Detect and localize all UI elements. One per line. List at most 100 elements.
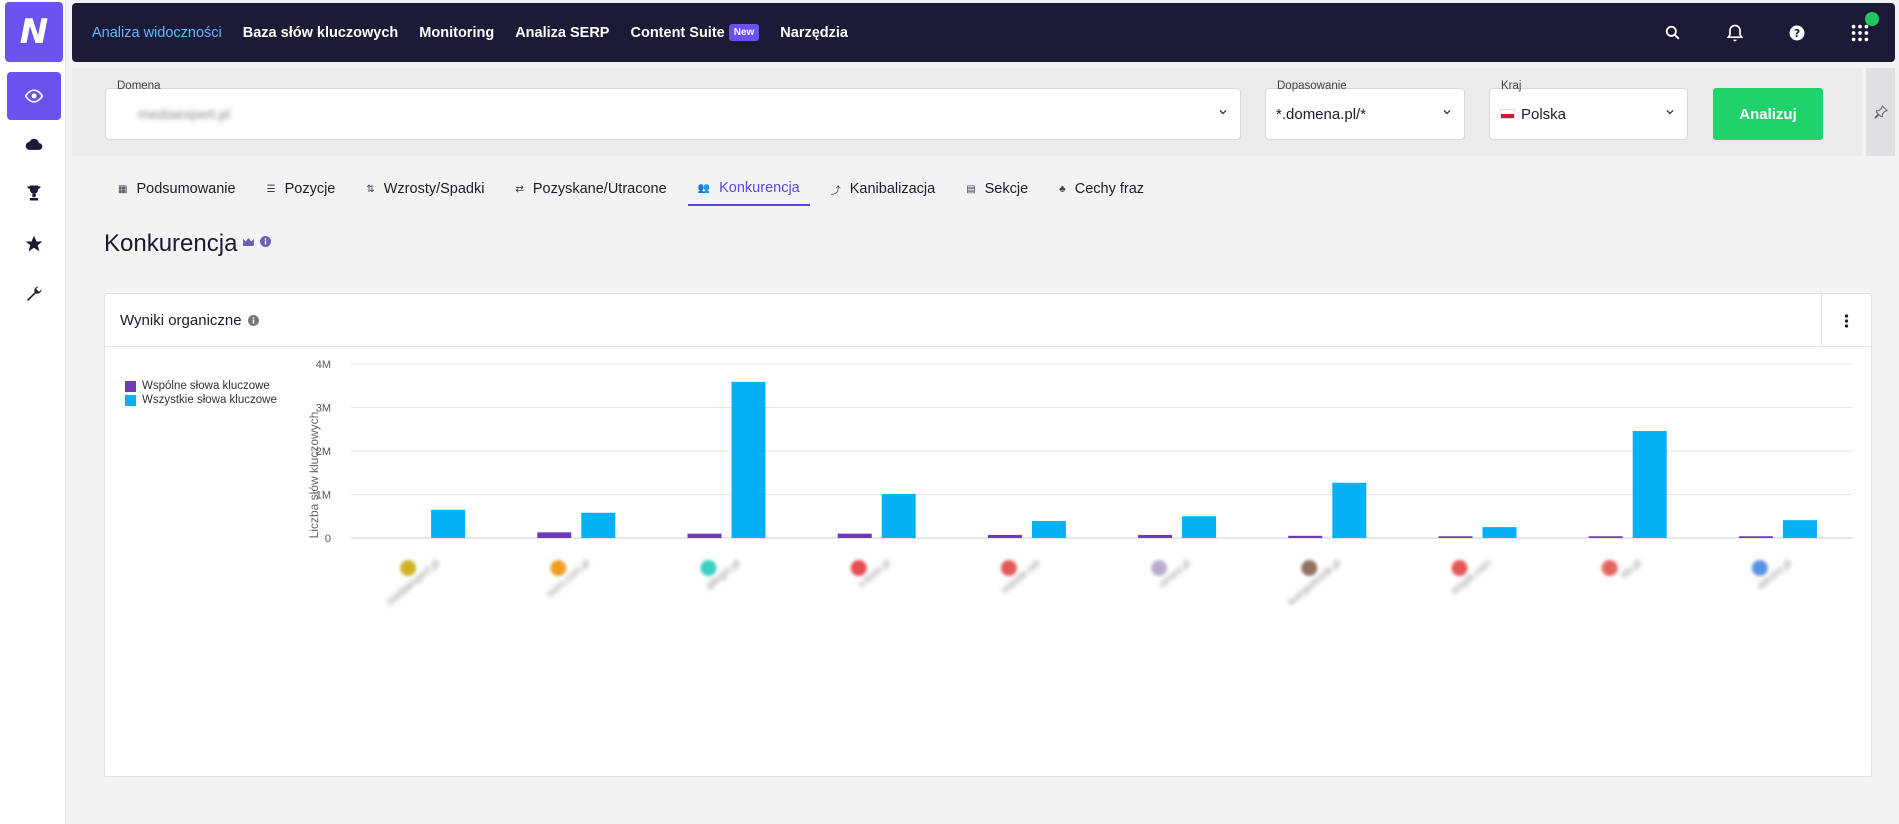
domain-field[interactable]: Domena mediaexpert.pl [105, 80, 1241, 140]
site-favicon-icon [700, 560, 717, 576]
pin-toggle[interactable] [1866, 68, 1895, 156]
trophy-icon [27, 185, 41, 201]
tab-positions[interactable]: ☰ Pozycje [257, 172, 346, 206]
domain-value: mediaexpert.pl [138, 106, 230, 122]
page-title: Konkurencja [104, 230, 238, 257]
bar-common-keywords[interactable] [1288, 535, 1323, 538]
match-label: Dopasowanie [1277, 80, 1347, 92]
bar-common-keywords[interactable] [687, 533, 722, 538]
tab-acquired-lost[interactable]: ⇄ Pozyskane/Utracone [505, 172, 676, 206]
site-favicon-icon [550, 560, 567, 576]
country-select[interactable]: Kraj Polska [1489, 80, 1688, 140]
card-menu-button[interactable] [1821, 294, 1871, 347]
tab-label: Pozycje [284, 181, 336, 197]
bar-all-keywords[interactable] [1482, 527, 1517, 538]
analyze-button[interactable]: Analizuj [1713, 88, 1823, 140]
bar-common-keywords[interactable] [987, 534, 1022, 538]
site-favicon-icon [1451, 560, 1468, 576]
site-favicon-icon [1601, 560, 1618, 576]
bar-common-keywords[interactable] [537, 532, 572, 538]
logo-letter: N [19, 12, 49, 52]
site-favicon-icon [1751, 560, 1768, 576]
bar-all-keywords[interactable] [1632, 430, 1667, 538]
swap-icon: ⇄ [515, 183, 524, 195]
bar-all-keywords[interactable] [1031, 521, 1066, 538]
bar-all-keywords[interactable] [1782, 520, 1817, 538]
info-icon[interactable] [260, 235, 272, 247]
star-icon [25, 235, 43, 252]
tab-competition[interactable]: 👥 Konkurencja [687, 172, 810, 206]
apps-grid-icon [1851, 24, 1869, 41]
bar-common-keywords[interactable] [1438, 536, 1473, 538]
x-tick-label: allegro.pl [700, 558, 742, 592]
svg-text:?: ? [1794, 26, 1800, 39]
search-icon[interactable] [1663, 23, 1683, 43]
sidebar-item-trophy[interactable] [7, 169, 61, 217]
site-favicon-icon [400, 560, 417, 576]
apps-menu[interactable] [1849, 11, 1879, 44]
info-icon[interactable] [247, 315, 259, 326]
report-tabs: ▦ Podsumowanie ☰ Pozycje ⇅ Wzrosty/Spadki ⇄… [108, 172, 1165, 206]
sidebar-item-tools[interactable] [7, 270, 61, 318]
eye-icon [24, 89, 44, 103]
left-sidebar: N [0, 0, 66, 824]
match-select[interactable]: Dopasowanie *.domena.pl/* [1265, 80, 1465, 140]
shapes-icon: ♣ [1059, 183, 1066, 195]
wrench-icon [27, 286, 42, 301]
card-header: Wyniki organiczne [105, 294, 1871, 347]
bell-icon[interactable] [1725, 23, 1745, 43]
tab-cannibalization[interactable]: ⤴ Kanibalizacja [821, 172, 945, 206]
tab-phrase-features[interactable]: ♣ Cechy fraz [1049, 172, 1154, 206]
bar-common-keywords[interactable] [1738, 536, 1773, 538]
card-title: Wyniki organiczne [120, 312, 242, 329]
nav-content-suite[interactable]: Content Suite New [630, 24, 760, 41]
bar-all-keywords[interactable] [431, 509, 466, 538]
sidebar-item-visibility[interactable] [7, 72, 61, 120]
chart-legend: Wspólne słowa kluczowe Wszystkie słowa k… [125, 379, 277, 407]
sidebar-item-favorites[interactable] [7, 220, 61, 268]
country-value-wrap: Polska [1500, 106, 1566, 123]
nav-serp-analysis[interactable]: Analiza SERP [515, 24, 610, 41]
tab-summary[interactable]: ▦ Podsumowanie [108, 172, 246, 206]
bar-common-keywords[interactable] [1138, 534, 1173, 538]
bar-common-keywords[interactable] [1588, 536, 1623, 538]
people-icon: 👥 [697, 182, 711, 194]
x-tick-label: ceneo.pl [1151, 558, 1193, 591]
help-icon[interactable]: ? [1787, 23, 1807, 43]
bar-common-keywords[interactable] [837, 533, 872, 538]
tab-label: Konkurencja [719, 180, 800, 196]
legend-item-common[interactable]: Wspólne słowa kluczowe [125, 379, 277, 393]
tab-label: Sekcje [984, 181, 1029, 197]
legend-label-all: Wszystkie słowa kluczowe [142, 394, 277, 406]
nav-tools[interactable]: Narzędzia [780, 24, 848, 41]
x-tick-label: mediaexpert.pl [385, 558, 442, 609]
organic-results-card: Wyniki organiczne Wspólne słowa kluczowe… [104, 293, 1872, 777]
up-down-icon: ⇅ [366, 183, 375, 195]
top-navigation: Analiza widoczności Baza słów kluczowych… [72, 3, 1895, 62]
site-favicon-icon [850, 560, 867, 576]
y-tick-label: 3M [316, 403, 331, 415]
pin-icon [1873, 105, 1888, 119]
sidebar-item-cloud[interactable] [7, 120, 61, 168]
legend-swatch-common [125, 380, 136, 392]
site-favicon-icon [1000, 560, 1017, 576]
bar-all-keywords[interactable] [881, 494, 916, 538]
nav-monitoring[interactable]: Monitoring [419, 24, 495, 41]
x-tick-label: x-kom.pl [850, 558, 893, 591]
bar-all-keywords[interactable] [731, 381, 766, 538]
nav-visibility-analysis[interactable]: Analiza widoczności [92, 24, 222, 41]
nav-keyword-database[interactable]: Baza słów kluczowych [242, 24, 399, 41]
sections-icon: ▤ [966, 183, 976, 195]
bar-all-keywords[interactable] [1182, 516, 1217, 538]
legend-label-common: Wspólne słowa kluczowe [142, 380, 270, 392]
x-tick-label: morele.net [1000, 558, 1043, 597]
x-tick-label: euro.com.pl [545, 558, 592, 600]
tab-gains-losses[interactable]: ⇅ Wzrosty/Spadki [356, 172, 494, 206]
organic-results-chart: Liczba słów kluczowych 0 1M 2M 3M 4M mediaex… [307, 359, 1853, 609]
app-logo[interactable]: N [5, 2, 63, 62]
bar-all-keywords[interactable] [581, 512, 616, 538]
tab-sections[interactable]: ▤ Sekcje [956, 172, 1038, 206]
legend-item-all[interactable]: Wszystkie słowa kluczowe [125, 393, 277, 407]
x-tick-label: olx.pl [1601, 558, 1644, 581]
bar-all-keywords[interactable] [1332, 482, 1367, 538]
